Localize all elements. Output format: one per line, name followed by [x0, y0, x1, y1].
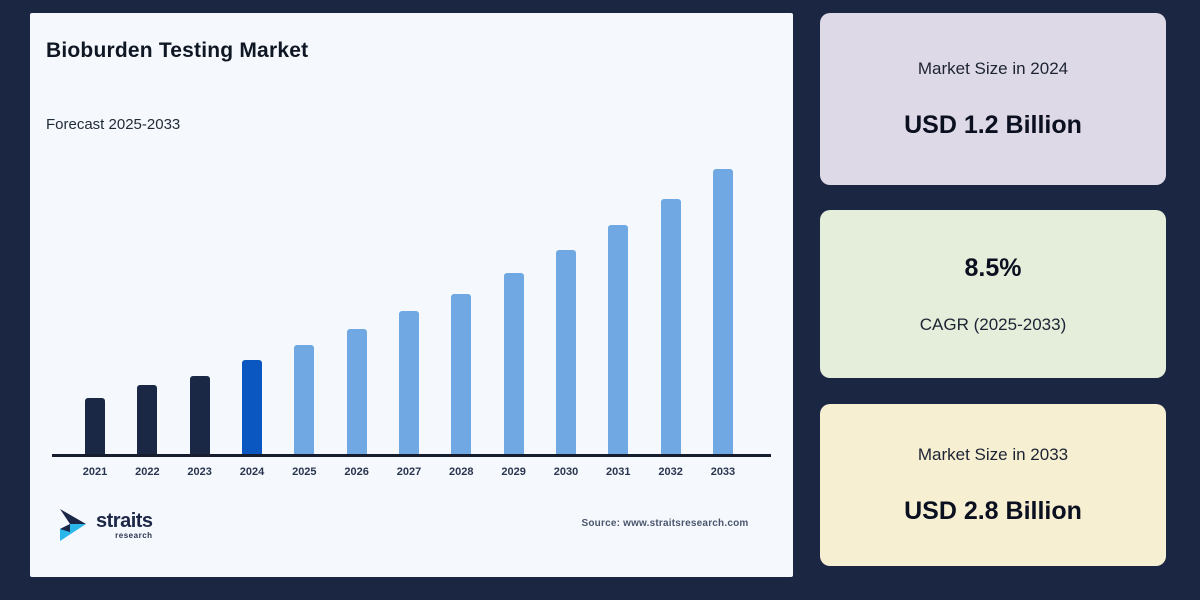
bar-2029: 2029 [501, 273, 526, 478]
bar-2033: 2033 [711, 169, 735, 478]
bar-2021: 2021 [83, 398, 107, 478]
stat-card-market-size-2033: Market Size in 2033 USD 2.8 Billion [820, 404, 1166, 566]
straits-logo-icon [60, 509, 86, 541]
logo-name: straits [96, 509, 153, 532]
logo-subname: research [115, 530, 153, 540]
x-axis-tick-label: 2032 [658, 466, 683, 478]
forecast-subtitle: Forecast 2025-2033 [46, 116, 181, 133]
straits-research-logo: straits research [58, 507, 153, 543]
bar-2025: 2025 [292, 345, 317, 478]
x-axis-tick-label: 2031 [606, 466, 631, 478]
x-axis-tick-label: 2022 [135, 466, 160, 478]
stat-card-value: USD 2.8 Billion [904, 496, 1082, 525]
x-axis-tick-label: 2024 [239, 466, 265, 478]
bar-2024: 2024 [240, 360, 264, 478]
bar-2032: 2032 [658, 199, 683, 478]
stat-card-label: CAGR (2025-2033) [919, 314, 1067, 334]
x-axis-tick-label: 2033 [710, 466, 736, 478]
bar-2030: 2030 [554, 250, 578, 478]
x-axis-tick-label: 2029 [501, 466, 526, 478]
bar-2031: 2031 [606, 225, 631, 478]
x-axis-tick-label: 2023 [187, 466, 212, 478]
x-axis-tick-label: 2028 [449, 466, 474, 478]
stat-card-value: 8.5% [964, 253, 1022, 282]
stat-card-label: Market Size in 2033 [917, 444, 1069, 464]
x-axis-line [52, 454, 771, 457]
bar-2023: 2023 [187, 376, 212, 478]
source-attribution: Source: www.straitsresearch.com [581, 518, 749, 529]
x-axis-tick-label: 2027 [396, 466, 422, 478]
x-axis-tick-label: 2021 [82, 466, 108, 478]
stat-card-market-size-2024: Market Size in 2024 USD 1.2 Billion [820, 13, 1166, 185]
x-axis-tick-label: 2025 [292, 466, 317, 478]
x-axis-tick-label: 2030 [553, 466, 579, 478]
bar-2028: 2028 [449, 294, 474, 478]
stat-card-value: USD 1.2 Billion [904, 110, 1082, 139]
chart-panel: Bioburden Testing Market Forecast 2025-2… [30, 13, 793, 577]
bar-2026: 2026 [344, 329, 369, 478]
stat-card-label: Market Size in 2024 [917, 58, 1069, 78]
page-title: Bioburden Testing Market [46, 39, 309, 62]
bar-2027: 2027 [397, 311, 421, 478]
bar-2022: 2022 [135, 385, 160, 478]
x-axis-tick-label: 2026 [344, 466, 369, 478]
bar-chart: 2021 2022 2023 2024 2025 2026 2027 2028 2029 2030… [83, 155, 735, 478]
stat-card-cagr: 8.5% CAGR (2025-2033) [820, 210, 1166, 378]
